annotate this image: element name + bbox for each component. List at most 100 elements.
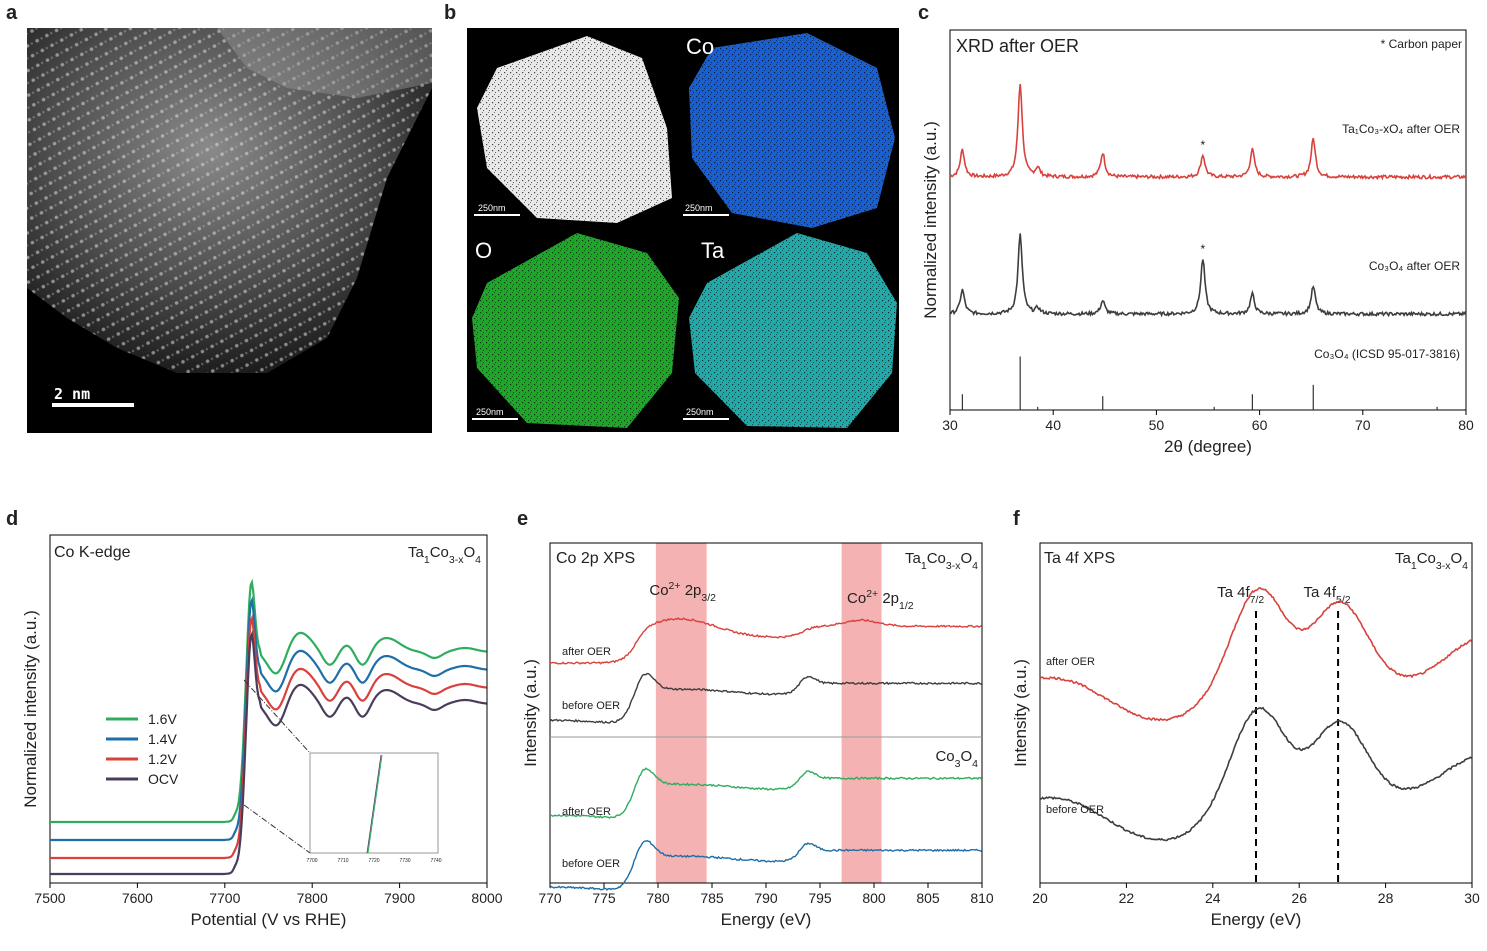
- series-label: before OER: [562, 700, 620, 712]
- plot-frame: [1039, 542, 1473, 884]
- series-label: after OER: [562, 806, 611, 818]
- stem-image: 2 nm: [27, 28, 432, 433]
- plot-frame: [49, 534, 488, 884]
- xps-series-line: [549, 839, 982, 891]
- star-marker: *: [1201, 242, 1206, 256]
- chart-title: Ta 4f XPS: [1044, 550, 1115, 567]
- x-tick-label: 810: [970, 890, 994, 906]
- legend-label: OCV: [148, 771, 179, 787]
- x-tick-label: 60: [1252, 417, 1268, 433]
- legend-label: 1.4V: [148, 731, 177, 747]
- x-tick-label: 790: [754, 890, 778, 906]
- xps-series-line: [1039, 587, 1473, 722]
- chart-title: XRD after OER: [956, 36, 1079, 56]
- xas-series-line: [50, 596, 487, 842]
- peak-label-1: Ta 4f7/2: [1217, 584, 1264, 606]
- x-tick-label: 30: [942, 417, 958, 433]
- x-tick-label: 785: [700, 890, 724, 906]
- inset-tick-label: 7700: [306, 858, 317, 864]
- x-tick-label: 805: [916, 890, 940, 906]
- y-axis-label: Normalized intensity (a.u.): [921, 121, 940, 318]
- o-map-label: O: [475, 238, 493, 263]
- scale-bar-co: [683, 214, 729, 216]
- xrd-series-line: [949, 83, 1467, 181]
- carbon-paper-note: * Carbon paper: [1381, 37, 1462, 51]
- x-tick-label: 22: [1119, 890, 1135, 906]
- x-tick-label: 800: [862, 890, 886, 906]
- ta-map-label: Ta: [701, 238, 725, 263]
- inset-connector: [243, 804, 311, 854]
- top-sample-label: Ta1Co3-xO4: [905, 550, 978, 572]
- sample-label: Ta1Co3-xO4: [1395, 550, 1468, 572]
- inset-tick-label: 7710: [337, 858, 348, 864]
- ta-xps-chart: 20 22 24 26 28 30 Energy (eV) Intensity (a.u.) T…: [1011, 542, 1480, 929]
- scale-label-co: 250nm: [685, 203, 713, 213]
- x-tick-label: 70: [1355, 417, 1371, 433]
- x-axis-label: Energy (eV): [1211, 910, 1302, 929]
- scale-label-haadf: 250nm: [478, 203, 506, 213]
- legend-label: 1.6V: [148, 711, 177, 727]
- xrd-chart: 30 40 50 60 70 80 2θ (degree) Normalized intens…: [921, 29, 1474, 456]
- panel-letter-b: b: [444, 2, 457, 24]
- highlight-band: [655, 543, 707, 883]
- y-axis-label: Intensity (a.u.): [521, 659, 540, 767]
- series-label: before OER: [562, 858, 620, 870]
- peak-label-2: Ta 4f5/2: [1304, 584, 1351, 606]
- x-tick-label: 40: [1045, 417, 1061, 433]
- x-tick-label: 7500: [34, 890, 65, 906]
- chart-title: Co 2p XPS: [556, 550, 635, 567]
- scale-label: 2 nm: [54, 385, 91, 403]
- xrd-series-label: Ta₁Co₃-xO₄ after OER: [1342, 122, 1460, 136]
- star-marker: *: [1201, 138, 1206, 152]
- inset-line: [366, 754, 382, 854]
- panel-letter-c: c: [918, 2, 930, 24]
- x-tick-label: 7900: [384, 890, 415, 906]
- x-tick-label: 80: [1458, 417, 1474, 433]
- x-tick-label: 775: [592, 890, 616, 906]
- sample-label: Ta1Co3-xO4: [408, 544, 481, 566]
- x-tick-label: 770: [538, 890, 562, 906]
- x-tick-label: 795: [808, 890, 832, 906]
- xps-series-line: [549, 672, 982, 724]
- x-tick-label: 28: [1378, 890, 1394, 906]
- panel-letter-d: d: [6, 508, 19, 530]
- x-tick-label: 780: [646, 890, 670, 906]
- y-axis-label: Intensity (a.u.): [1011, 659, 1030, 767]
- xas-series-line: [50, 630, 487, 876]
- x-tick-label: 7600: [122, 890, 153, 906]
- x-tick-label: 30: [1464, 890, 1480, 906]
- co-xps-chart: 770 775 780 785 790 795 800 805 810 Energy (eV) In…: [521, 542, 994, 929]
- scale-bar: [52, 403, 134, 407]
- eds-maps: Co O Ta 250nm 250nm 250nm 250nm: [467, 28, 899, 432]
- xps-series-line: [1039, 706, 1472, 842]
- highlight-band: [841, 543, 882, 883]
- plot-frame: [549, 542, 983, 884]
- xrd-series-line: [949, 233, 1467, 318]
- panel-letter-e: e: [517, 508, 529, 530]
- reference-label: Co₃O₄ (ICSD 95-017-3816): [1314, 347, 1460, 361]
- panel-letter-f: f: [1013, 508, 1020, 530]
- x-tick-label: 20: [1032, 890, 1048, 906]
- xas-chart: 7500 7600 7700 7800 7900 8000 Potential (V vs …: [21, 534, 502, 929]
- chart-title: Co K-edge: [54, 544, 131, 561]
- inset-tick-label: 7730: [399, 858, 410, 864]
- x-tick-label: 50: [1149, 417, 1165, 433]
- bottom-sample-label: Co3O4: [935, 748, 978, 770]
- x-tick-label: 7700: [209, 890, 240, 906]
- inset-tick-label: 7740: [430, 858, 441, 864]
- inset-line: [367, 754, 383, 854]
- scale-bar-ta: [683, 418, 729, 420]
- co-map-label: Co: [686, 34, 715, 59]
- band-label-2: Co2+ 2p1/2: [847, 588, 914, 612]
- x-axis-label: 2θ (degree): [1164, 437, 1252, 456]
- x-tick-label: 26: [1291, 890, 1307, 906]
- x-tick-label: 24: [1205, 890, 1221, 906]
- scale-bar-haadf: [474, 214, 520, 216]
- x-axis-label: Potential (V vs RHE): [191, 910, 347, 929]
- scale-label-ta: 250nm: [686, 407, 714, 417]
- inset-tick-label: 7720: [368, 858, 379, 864]
- plot-frame: [949, 29, 1467, 411]
- xrd-series-label: Co₃O₄ after OER: [1369, 259, 1460, 273]
- xps-series-line: [549, 617, 982, 665]
- xps-series-line: [549, 767, 982, 819]
